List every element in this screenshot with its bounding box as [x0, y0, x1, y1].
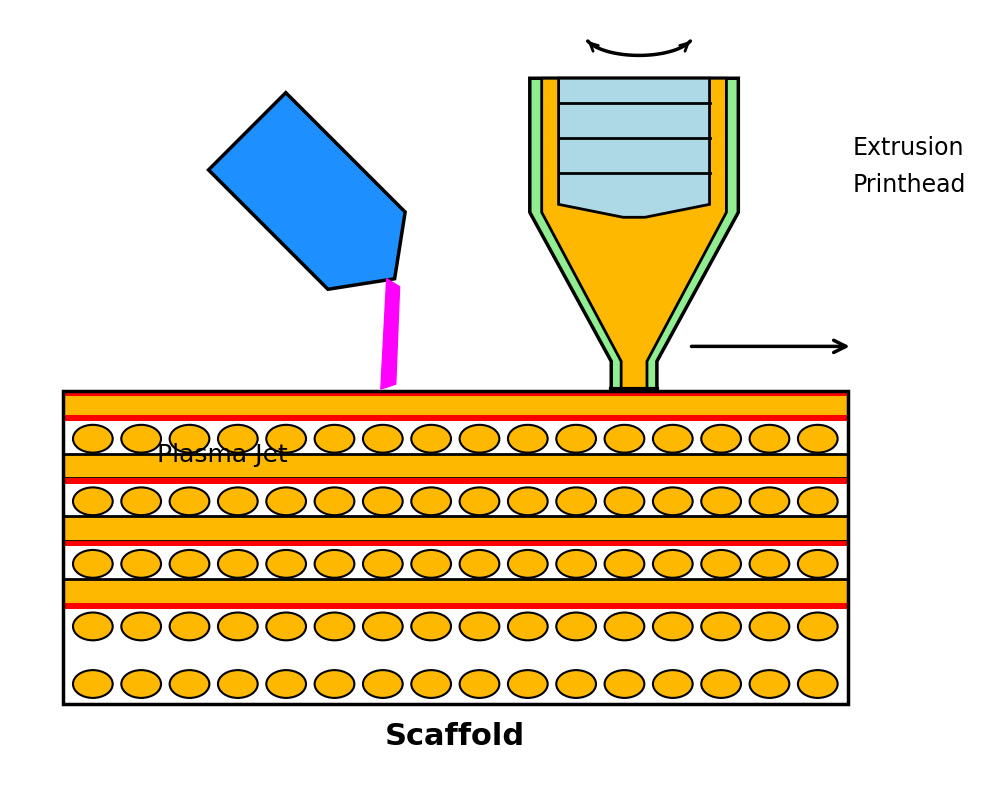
Bar — [63, 389, 848, 396]
Ellipse shape — [750, 550, 789, 578]
Ellipse shape — [508, 425, 548, 453]
Ellipse shape — [218, 550, 258, 578]
Ellipse shape — [121, 550, 161, 578]
Ellipse shape — [363, 550, 403, 578]
Ellipse shape — [605, 550, 644, 578]
Ellipse shape — [170, 425, 209, 453]
Bar — [63, 391, 848, 704]
Ellipse shape — [508, 550, 548, 578]
Ellipse shape — [266, 425, 306, 453]
Bar — [63, 603, 848, 609]
Ellipse shape — [218, 613, 258, 640]
Ellipse shape — [218, 670, 258, 698]
Bar — [63, 541, 848, 546]
Ellipse shape — [508, 613, 548, 640]
Ellipse shape — [701, 550, 741, 578]
Ellipse shape — [556, 487, 596, 515]
Ellipse shape — [170, 670, 209, 698]
Ellipse shape — [411, 487, 451, 515]
Text: Extrusion: Extrusion — [853, 135, 964, 159]
Ellipse shape — [605, 425, 644, 453]
Ellipse shape — [556, 670, 596, 698]
Ellipse shape — [653, 670, 693, 698]
Ellipse shape — [411, 670, 451, 698]
Ellipse shape — [653, 613, 693, 640]
Ellipse shape — [460, 425, 499, 453]
Bar — [63, 391, 848, 416]
Polygon shape — [209, 93, 405, 289]
Polygon shape — [530, 78, 738, 389]
Ellipse shape — [266, 670, 306, 698]
Ellipse shape — [170, 613, 209, 640]
Ellipse shape — [266, 487, 306, 515]
Ellipse shape — [266, 613, 306, 640]
Ellipse shape — [653, 550, 693, 578]
Ellipse shape — [170, 550, 209, 578]
Ellipse shape — [605, 670, 644, 698]
Polygon shape — [559, 78, 710, 217]
Ellipse shape — [218, 487, 258, 515]
Ellipse shape — [121, 670, 161, 698]
Ellipse shape — [363, 487, 403, 515]
Ellipse shape — [701, 425, 741, 453]
Ellipse shape — [750, 425, 789, 453]
Ellipse shape — [460, 670, 499, 698]
Bar — [63, 579, 848, 604]
Ellipse shape — [73, 487, 113, 515]
Ellipse shape — [121, 487, 161, 515]
Ellipse shape — [411, 550, 451, 578]
Ellipse shape — [460, 613, 499, 640]
Ellipse shape — [653, 487, 693, 515]
Ellipse shape — [750, 487, 789, 515]
Ellipse shape — [411, 613, 451, 640]
Ellipse shape — [701, 487, 741, 515]
Ellipse shape — [798, 425, 838, 453]
Ellipse shape — [605, 613, 644, 640]
Ellipse shape — [315, 613, 354, 640]
Ellipse shape — [315, 670, 354, 698]
Text: Scaffold: Scaffold — [385, 722, 525, 751]
Ellipse shape — [556, 550, 596, 578]
Bar — [63, 416, 848, 421]
Ellipse shape — [363, 670, 403, 698]
Ellipse shape — [556, 613, 596, 640]
Ellipse shape — [315, 487, 354, 515]
Ellipse shape — [460, 550, 499, 578]
Ellipse shape — [315, 550, 354, 578]
Ellipse shape — [73, 550, 113, 578]
Ellipse shape — [556, 425, 596, 453]
Ellipse shape — [73, 670, 113, 698]
Ellipse shape — [798, 613, 838, 640]
Text: Printhead: Printhead — [853, 172, 966, 196]
Ellipse shape — [750, 670, 789, 698]
Ellipse shape — [701, 613, 741, 640]
Bar — [63, 453, 848, 478]
Ellipse shape — [798, 670, 838, 698]
Ellipse shape — [266, 550, 306, 578]
Text: Plasma Jet: Plasma Jet — [157, 443, 287, 467]
Ellipse shape — [218, 425, 258, 453]
Ellipse shape — [701, 670, 741, 698]
Ellipse shape — [411, 425, 451, 453]
Ellipse shape — [363, 613, 403, 640]
Ellipse shape — [73, 425, 113, 453]
Ellipse shape — [508, 670, 548, 698]
Polygon shape — [542, 78, 726, 389]
Ellipse shape — [73, 613, 113, 640]
Ellipse shape — [798, 487, 838, 515]
Ellipse shape — [121, 613, 161, 640]
Bar — [63, 478, 848, 484]
Bar — [63, 516, 848, 541]
Ellipse shape — [653, 425, 693, 453]
Ellipse shape — [170, 487, 209, 515]
Ellipse shape — [798, 550, 838, 578]
Ellipse shape — [315, 425, 354, 453]
Ellipse shape — [508, 487, 548, 515]
Ellipse shape — [605, 487, 644, 515]
Ellipse shape — [363, 425, 403, 453]
Ellipse shape — [750, 613, 789, 640]
Ellipse shape — [460, 487, 499, 515]
Ellipse shape — [121, 425, 161, 453]
Polygon shape — [381, 279, 400, 389]
